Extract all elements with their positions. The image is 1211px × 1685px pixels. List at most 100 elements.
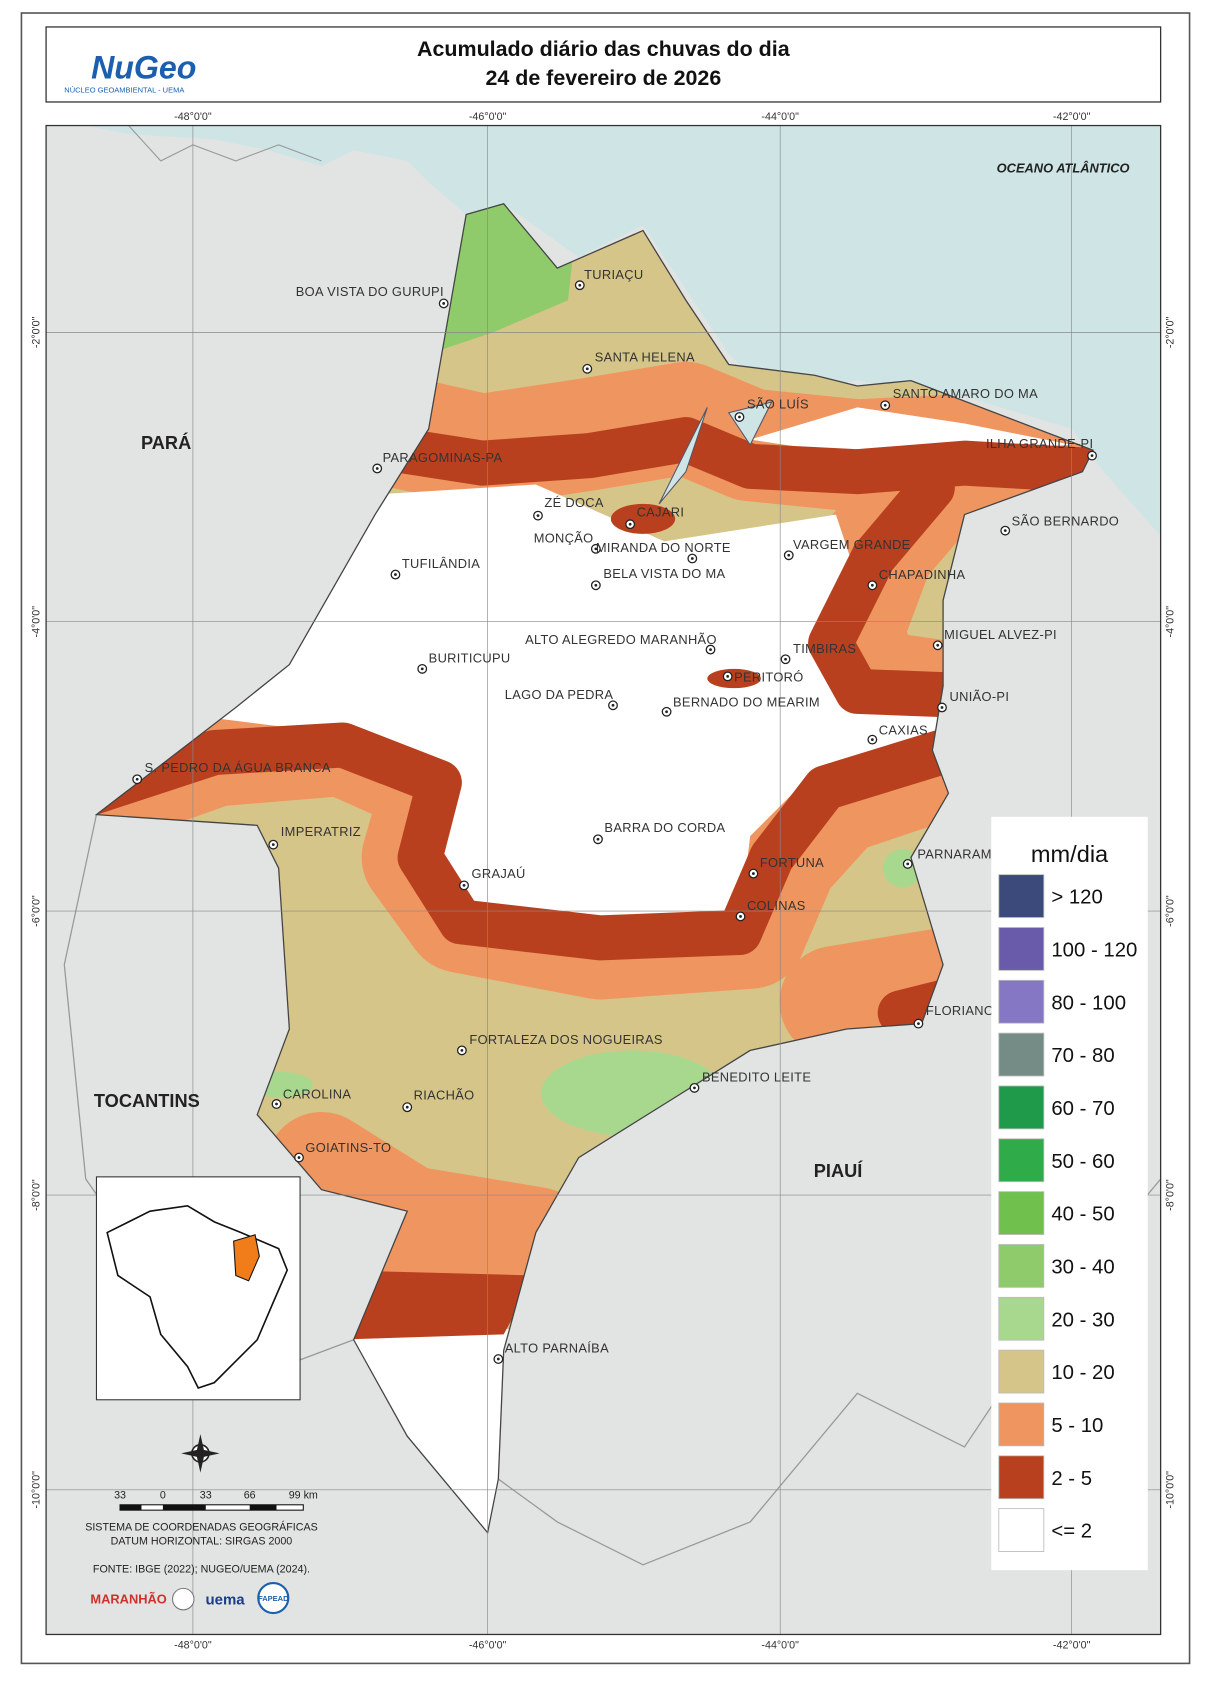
legend-label: 20 - 30: [1051, 1309, 1114, 1331]
source-line: FONTE: IBGE (2022); NUGEO/UEMA (2024).: [93, 1563, 310, 1575]
scale-labels: 33 0 33 66 99 km: [114, 1489, 318, 1501]
city-marker-dot: [690, 557, 694, 560]
city-marker-dot: [405, 1105, 409, 1109]
city-label: CHAPADINHA: [879, 567, 966, 582]
city-label: UNIÃO-PI: [950, 689, 1010, 704]
city-label: CAROLINA: [283, 1087, 351, 1102]
logo-uema: uema: [205, 1591, 245, 1608]
legend-label: <= 2: [1051, 1521, 1092, 1543]
city-label: IMPERATRIZ: [281, 824, 361, 839]
city-marker-dot: [594, 583, 598, 587]
legend-swatch: [998, 1296, 1045, 1341]
city-marker-dot: [596, 837, 600, 841]
city-marker-dot: [726, 674, 730, 678]
city-marker-dot: [751, 872, 755, 875]
city-marker-dot: [628, 522, 632, 526]
city-marker-dot: [460, 1049, 464, 1052]
city-marker-dot: [271, 843, 275, 847]
logo-maranhao: MARANHÃO: [90, 1591, 166, 1606]
legend-items: > 120 100 - 120 80 - 100 70 - 80 60 - 70 50 -…: [998, 874, 1137, 1552]
city-label: ILHA GRANDE-PI: [986, 436, 1093, 451]
latitude-label: -10°0'0": [1164, 1471, 1176, 1509]
city-label: CAXIAS: [879, 722, 928, 737]
legend-swatch: [998, 1455, 1045, 1500]
longitude-label: -42°0'0": [1053, 111, 1091, 123]
city-marker-dot: [936, 643, 940, 647]
scale-bar: [119, 1504, 304, 1511]
city-label: PARAGOMINAS-PA: [383, 450, 503, 465]
city-label: BERNADO DO MEARIM: [673, 694, 820, 709]
city-label: MIGUEL ALVEZ-PI: [944, 627, 1057, 642]
city-marker-dot: [665, 710, 668, 714]
legend-label: 30 - 40: [1051, 1256, 1114, 1278]
city-marker-dot: [578, 283, 582, 287]
city-marker-dot: [536, 514, 540, 518]
legend-swatch: [998, 874, 1045, 918]
scale-label: 66: [244, 1489, 256, 1501]
city-label: TUFILÂNDIA: [402, 556, 480, 571]
subtitle: 24 de fevereiro de 2026: [485, 66, 721, 90]
city-marker-dot: [275, 1102, 278, 1106]
legend-label: 60 - 70: [1051, 1098, 1114, 1120]
city-marker-dot: [297, 1156, 301, 1159]
logo-seal: [172, 1587, 195, 1611]
city-label: COLINAS: [747, 898, 806, 913]
city-label: TURIAÇU: [584, 267, 643, 282]
title: Acumulado diário das chuvas do dia: [417, 37, 791, 61]
latitude-label: -4°0'0": [31, 606, 43, 638]
city-label: BARRA DO CORDA: [604, 820, 725, 835]
city-label: RIACHÃO: [414, 1088, 475, 1103]
header-box: [45, 26, 1162, 103]
city-marker-dot: [883, 403, 887, 407]
city-marker-dot: [738, 415, 741, 419]
city-label: PARNARAMA: [917, 847, 1000, 862]
state-label: TOCANTINS: [94, 1091, 200, 1111]
legend-title: mm/dia: [1031, 841, 1109, 867]
longitude-label: -48°0'0": [174, 1639, 212, 1651]
latitude-label: -2°0'0": [31, 316, 43, 348]
city-marker-dot: [1003, 529, 1007, 533]
logo-fapead: FAPEAD: [258, 1594, 289, 1603]
city-marker-dot: [693, 1086, 696, 1090]
city-label: ZÉ DOCA: [544, 495, 604, 510]
scale-label: 0: [160, 1489, 166, 1501]
city-label: BENEDITO LEITE: [702, 1069, 811, 1084]
logo-fapead-ring: [257, 1581, 290, 1615]
latitude-label: -2°0'0": [1164, 316, 1176, 348]
city-label: ALTO ALEGREDO MARANHÃO: [525, 632, 717, 647]
longitude-label: -46°0'0": [469, 111, 507, 123]
zone-2-5: [707, 668, 761, 689]
city-label: SÃO LUÍS: [747, 396, 809, 411]
city-marker-dot: [784, 657, 787, 661]
legend-swatch: [998, 1244, 1045, 1288]
city-label: MIRANDA DO NORTE: [596, 540, 731, 555]
city-label: BELA VISTA DO MA: [603, 566, 725, 581]
city-marker-dot: [739, 915, 742, 918]
city-marker-dot: [870, 738, 874, 742]
ocean: [46, 125, 1161, 536]
legend-label: 80 - 100: [1051, 992, 1126, 1014]
longitude-label: -48°0'0": [174, 111, 212, 123]
latitude-label: -10°0'0": [31, 1471, 43, 1509]
city-marker-dot: [787, 553, 791, 557]
zone-le-2: [214, 484, 944, 931]
longitude-label: -46°0'0": [469, 1639, 507, 1651]
city-label: SANTA HELENA: [595, 349, 695, 364]
city-marker-dot: [906, 862, 910, 866]
latitude-label: -4°0'0": [1164, 606, 1176, 638]
city-marker-dot: [420, 667, 424, 671]
crs-line: SISTEMA DE COORDENADAS GEOGRÁFICAS: [85, 1521, 318, 1534]
legend-swatch: [998, 927, 1045, 971]
cities: TURIAÇU BOA VISTA DO GURUPI SANTA HELENA SÃ…: [132, 267, 1119, 1364]
city-marker-dot: [585, 367, 589, 371]
city-marker-dot: [462, 883, 466, 887]
graticule-labels: -48°0'0" -48°0'0" -46°0'0" -46°0'0" -44°0'0"…: [31, 111, 1177, 1651]
city-marker-dot: [496, 1357, 500, 1361]
city-label: S. PEDRO DA ÁGUA BRANCA: [145, 760, 331, 775]
legend-label: 100 - 120: [1051, 939, 1137, 961]
legend-swatch: [998, 1349, 1045, 1394]
city-label: BURITICUPU: [429, 650, 511, 665]
city-label: FLORIANO-PI: [926, 1003, 1012, 1018]
